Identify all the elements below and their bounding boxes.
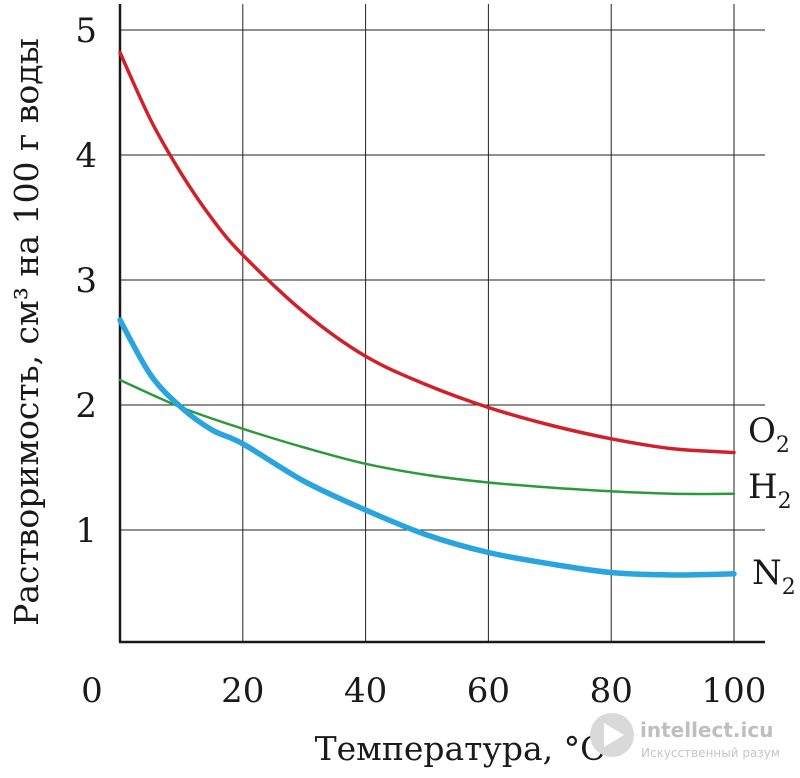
series-line-h2 (118, 378, 736, 496)
y-axis-title: Растворимость, см³ на 100 г воды (7, 38, 46, 626)
y-tick-label-3: 3 (75, 261, 97, 301)
watermark-tagline: Искусственный разум (641, 746, 780, 760)
x-tick-label-20: 20 (221, 671, 264, 711)
x-tick-label-60: 60 (467, 671, 510, 711)
series-lines (117, 50, 737, 578)
y-tick-label-1: 1 (75, 511, 97, 551)
series-line-o2 (118, 50, 736, 455)
grid (120, 4, 765, 642)
watermark-title: intellect.icu (640, 718, 773, 742)
x-tick-label-0: 0 (81, 671, 103, 711)
x-axis-title: Температура, °C (315, 729, 606, 768)
y-tick-label-4: 4 (75, 136, 97, 176)
series-line-n2 (117, 317, 737, 578)
axes (118, 4, 765, 644)
series-labels: O2 H2 N2 (748, 411, 796, 600)
y-tick-label-2: 2 (75, 386, 97, 426)
tick-labels: 0 20 40 60 80 100 1 2 3 4 5 (75, 11, 766, 711)
watermark-arrow-icon (604, 723, 624, 747)
watermark: intellect.icu Искусственный разум (590, 713, 780, 760)
x-tick-label-100: 100 (702, 671, 767, 711)
x-tick-label-40: 40 (344, 671, 387, 711)
series-label-o2: O2 (748, 411, 790, 458)
x-tick-label-80: 80 (590, 671, 633, 711)
series-label-n2: N2 (752, 553, 796, 600)
y-tick-label-5: 5 (75, 11, 97, 51)
series-label-h2: H2 (748, 467, 792, 514)
